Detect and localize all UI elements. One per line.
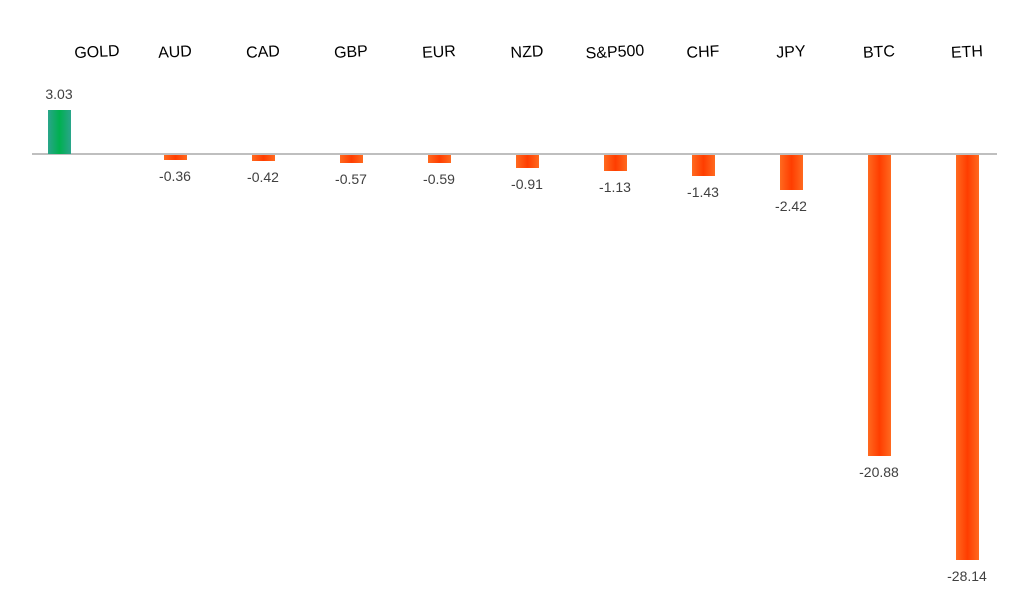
category-label: CAD [245, 43, 281, 62]
bar-aud [163, 155, 187, 161]
value-label: -2.42 [775, 197, 807, 214]
category-label: ETH [950, 43, 984, 62]
category-label: GBP [333, 43, 369, 62]
value-label: -0.57 [335, 171, 367, 188]
value-label: -1.43 [687, 183, 719, 200]
value-label: -0.59 [423, 171, 455, 188]
value-label: 3.03 [45, 86, 73, 103]
category-label: JPY [775, 43, 807, 62]
category-label: GOLD [73, 42, 121, 63]
value-label: -0.42 [247, 169, 279, 186]
zero-axis-line [32, 153, 997, 155]
value-label: -1.13 [599, 179, 631, 196]
category-label: EUR [421, 43, 457, 62]
value-label: -0.36 [159, 168, 191, 185]
bar-eur [427, 155, 451, 164]
bar-cad [251, 155, 275, 162]
category-label: CHF [686, 43, 720, 62]
bar-chf [691, 155, 715, 176]
bar-gold [47, 110, 71, 154]
category-label: S&P500 [585, 42, 645, 63]
category-label: AUD [157, 43, 193, 62]
value-label: -20.88 [859, 463, 899, 480]
bar-gbp [339, 155, 363, 164]
bar-sp500 [603, 155, 627, 172]
bar-btc [867, 155, 891, 456]
value-label: -28.14 [947, 568, 987, 585]
bar-nzd [515, 155, 539, 169]
bar-jpy [779, 155, 803, 190]
bar-eth [955, 155, 979, 561]
category-label: NZD [510, 43, 544, 62]
category-label: BTC [862, 43, 896, 62]
value-label: -0.91 [511, 176, 543, 193]
